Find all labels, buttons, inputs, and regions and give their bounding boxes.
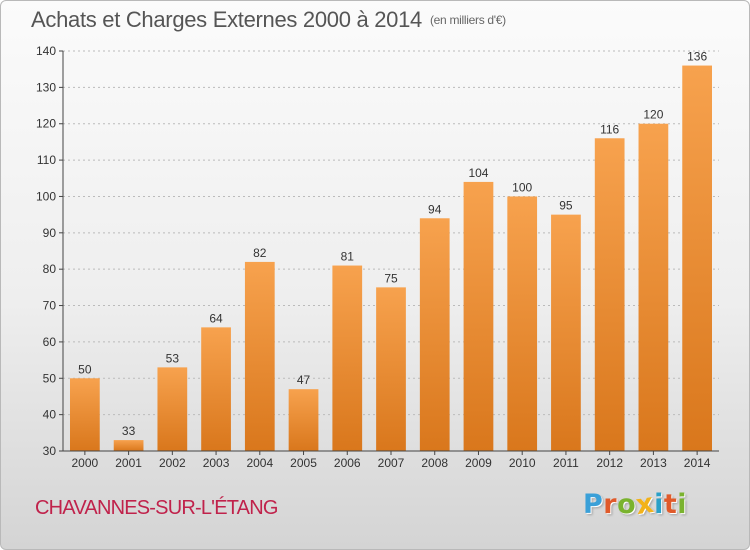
- bar-2009: [463, 181, 494, 451]
- y-tick-label: 100: [36, 189, 56, 203]
- logo-letter: x: [634, 487, 657, 522]
- labels: 30 40 50 60 70 80 90 100 110 120 130 140 50 2000 33 200…: [36, 44, 711, 470]
- bar-value-label: 95: [559, 199, 573, 213]
- y-tick-label: 30: [43, 444, 57, 458]
- logo-letter: o: [617, 489, 637, 520]
- x-tick-label: 2001: [115, 456, 142, 470]
- y-tick-label: 120: [36, 117, 56, 131]
- chart-title: Achats et Charges Externes 2000 à 2014 (e…: [31, 7, 506, 33]
- logo-letter: i: [677, 489, 688, 520]
- bar-2010: [507, 196, 538, 451]
- bar-2001: [113, 440, 144, 451]
- bar-value-label: 64: [209, 311, 223, 325]
- x-tick-label: 2002: [159, 456, 186, 470]
- bars: [69, 65, 713, 452]
- x-tick-label: 2008: [421, 456, 448, 470]
- x-tick-label: 2007: [378, 456, 405, 470]
- bar-value-label: 47: [297, 373, 311, 387]
- y-tick-label: 60: [43, 335, 57, 349]
- x-tick-label: 2014: [684, 456, 711, 470]
- y-tick-label: 40: [43, 408, 57, 422]
- logo-letter: i: [654, 489, 664, 520]
- chart-title-text: Achats et Charges Externes 2000 à 2014: [31, 7, 422, 32]
- y-tick-label: 90: [43, 226, 57, 240]
- bar-2011: [551, 214, 581, 451]
- y-tick-label: 80: [43, 262, 57, 276]
- bar-value-label: 104: [468, 166, 488, 180]
- bar-2008: [419, 218, 450, 451]
- bar-value-label: 50: [78, 362, 92, 376]
- bar-2005: [288, 389, 319, 451]
- bar-value-label: 136: [687, 50, 707, 64]
- city-name: CHAVANNES-SUR-L'ÉTANG: [35, 497, 278, 519]
- y-tick-label: 50: [43, 371, 57, 385]
- bar-value-label: 100: [512, 180, 532, 194]
- bar-2000: [69, 378, 100, 451]
- x-tick-label: 2011: [553, 456, 579, 470]
- bar-value-label: 120: [643, 108, 663, 122]
- bar-value-label: 53: [166, 351, 180, 365]
- bar-value-label: 33: [122, 424, 136, 438]
- bar-2013: [638, 123, 669, 452]
- axes: [59, 50, 719, 455]
- x-tick-label: 2010: [509, 456, 536, 470]
- x-tick-label: 2005: [290, 456, 317, 470]
- bar-2003: [201, 327, 231, 451]
- bar-2002: [157, 367, 188, 451]
- y-tick-label: 140: [36, 44, 56, 58]
- bar-value-label: 82: [253, 246, 267, 260]
- proxiti-logo: Proxiti: [583, 487, 688, 522]
- x-tick-label: 2004: [246, 456, 273, 470]
- bar-2004: [244, 261, 275, 451]
- y-tick-label: 70: [43, 299, 57, 313]
- x-tick-label: 2000: [72, 456, 99, 470]
- bar-value-label: 75: [384, 271, 398, 285]
- bar-2006: [332, 265, 363, 451]
- bar-value-label: 94: [428, 202, 442, 216]
- logo-letter: t: [663, 489, 678, 520]
- x-tick-label: 2013: [640, 456, 667, 470]
- bar-value-label: 81: [341, 250, 355, 264]
- logo-letter: P: [583, 489, 604, 520]
- bar-value-label: 116: [600, 122, 619, 136]
- logo-letter: r: [603, 489, 618, 520]
- bar-2007: [376, 287, 406, 451]
- x-tick-label: 2003: [203, 456, 230, 470]
- y-tick-label: 130: [36, 80, 56, 94]
- bar-2014: [682, 65, 713, 451]
- x-tick-label: 2009: [465, 456, 492, 470]
- bar-2012: [594, 138, 625, 452]
- chart-unit: (en milliers d'€): [429, 13, 506, 27]
- x-tick-label: 2012: [596, 456, 623, 470]
- y-tick-label: 110: [37, 153, 56, 167]
- x-tick-label: 2006: [334, 456, 361, 470]
